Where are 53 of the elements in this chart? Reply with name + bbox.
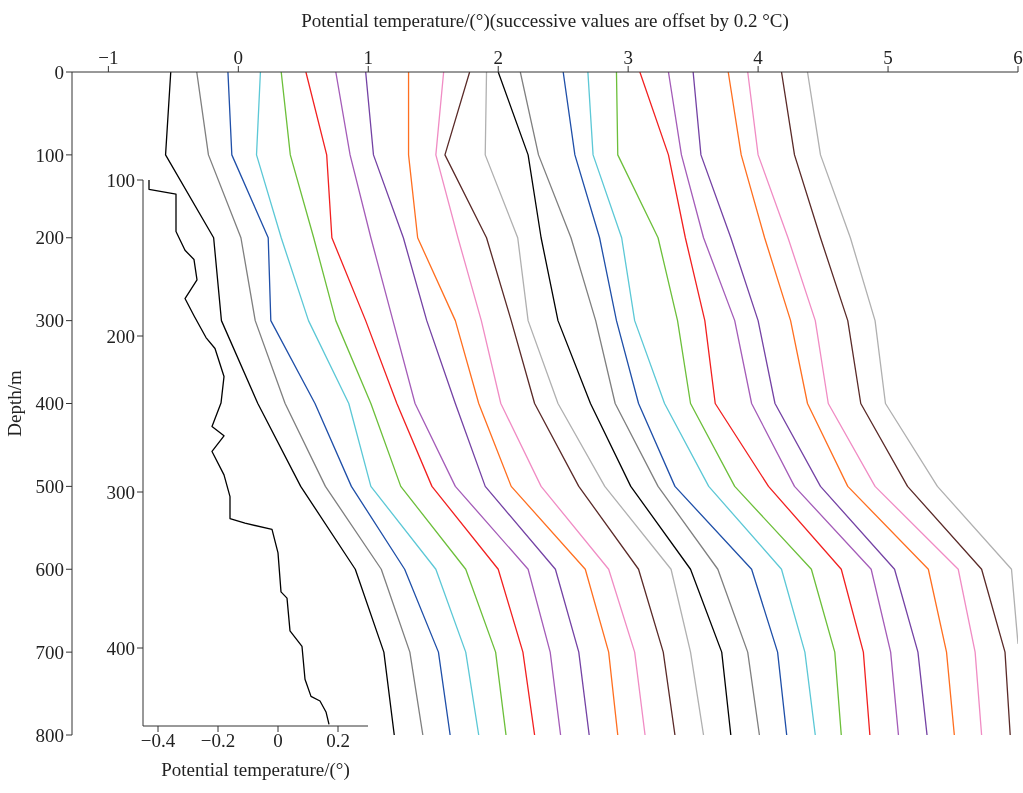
x-tick-label: 0.2 (326, 730, 350, 752)
y-tick-label: 300 (35, 310, 64, 332)
line-series (727, 72, 955, 735)
line-series (365, 72, 590, 735)
line-series (280, 72, 507, 735)
x-axis-title: Potential temperature/(°) (161, 759, 350, 781)
line-series (227, 72, 451, 735)
y-tick-label: 400 (106, 637, 135, 659)
line-series (692, 72, 928, 735)
line-series (407, 72, 619, 735)
x-axis-title: Potential temperature/(°)(successive values are offset by 0.2 °C) (301, 10, 789, 33)
line-series (305, 72, 536, 735)
line-series (335, 72, 562, 735)
x-tick-label: 2 (493, 47, 503, 68)
x-tick-label: −0.4 (140, 730, 176, 752)
y-tick-label: 700 (35, 641, 64, 663)
y-tick-label: 500 (35, 476, 64, 498)
x-tick-label: 1 (363, 47, 374, 68)
y-tick-label: 400 (35, 393, 64, 415)
line-series (562, 72, 788, 735)
y-tick-label: 800 (35, 724, 64, 746)
line-series (806, 72, 1018, 645)
y-tick-label: 100 (106, 169, 135, 191)
y-tick-label: 600 (35, 558, 64, 580)
x-tick-label: 4 (753, 47, 764, 68)
line-series (747, 72, 983, 735)
y-tick-label: 300 (106, 481, 135, 503)
y-tick-label: 100 (35, 144, 64, 166)
x-tick-label: −1 (98, 47, 119, 68)
line-series (444, 72, 676, 735)
y-tick-label: 200 (35, 227, 64, 249)
line-series (639, 72, 871, 735)
line-series (519, 72, 761, 735)
x-tick-label: 0 (273, 730, 283, 752)
line-series (615, 72, 842, 735)
line-series (435, 72, 646, 735)
x-tick-label: 6 (1013, 47, 1023, 68)
line-series (148, 180, 330, 726)
x-tick-label: −0.2 (200, 730, 236, 752)
line-series (196, 72, 424, 735)
line-series (164, 72, 395, 735)
line-series (255, 72, 480, 735)
line-series (484, 72, 705, 735)
line-series (667, 72, 900, 735)
x-tick-label: 3 (623, 47, 633, 68)
y-tick-label: 0 (54, 61, 64, 83)
x-tick-label: 5 (883, 47, 893, 68)
line-series (587, 72, 816, 735)
y-tick-label: 200 (106, 325, 135, 347)
x-tick-label: 0 (233, 47, 244, 68)
line-series (497, 72, 732, 735)
line-series (780, 72, 1011, 735)
y-axis-title: Depth/m (3, 370, 25, 437)
